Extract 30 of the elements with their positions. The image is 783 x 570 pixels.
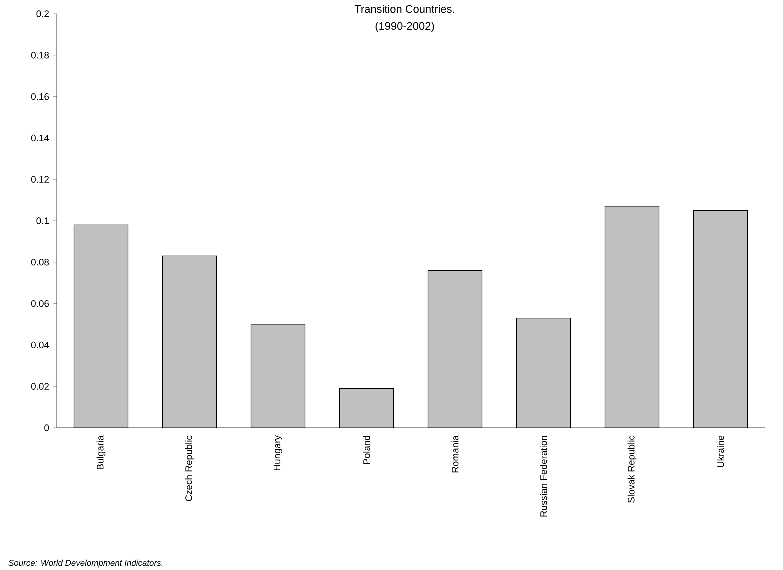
source-note: Source: World Develompment Indicators. (8, 560, 163, 568)
bar (605, 206, 660, 428)
y-tick-label: 0.1 (36, 218, 50, 224)
x-tick-label: Slovak Republic (628, 436, 637, 503)
y-tick-label: 0.2 (36, 10, 50, 18)
bar (428, 270, 482, 428)
x-tick-label: Russian Federation (540, 436, 548, 517)
x-tick-label: Romania (452, 436, 459, 473)
y-tick-label: 0.16 (31, 93, 50, 100)
y-tick-label: 0.14 (31, 134, 50, 142)
y-tick-label: 0.06 (31, 300, 50, 308)
y-tick-label: 0.12 (31, 176, 50, 183)
y-tick-label: 0.04 (31, 342, 50, 349)
y-tick-label: 0.08 (31, 259, 50, 266)
y-tick-label: 0.18 (31, 52, 50, 59)
chart-title: Transition Countries. (354, 5, 454, 14)
x-tick-label: Czech Republic (185, 436, 194, 502)
bar (74, 225, 128, 428)
bar (516, 318, 571, 428)
x-tick-label: Ukraine (717, 436, 724, 468)
bar (340, 388, 394, 428)
bar (693, 210, 748, 428)
bar (251, 324, 306, 428)
y-tick-label: 0 (44, 424, 50, 432)
y-tick-label: 0.02 (31, 383, 50, 390)
text: (1990-2002) (376, 22, 434, 32)
x-tick-label: Poland (363, 436, 370, 464)
bar (162, 256, 217, 428)
x-tick-label: Hungary (274, 436, 282, 471)
x-tick-label: Bulgaria (96, 436, 106, 470)
